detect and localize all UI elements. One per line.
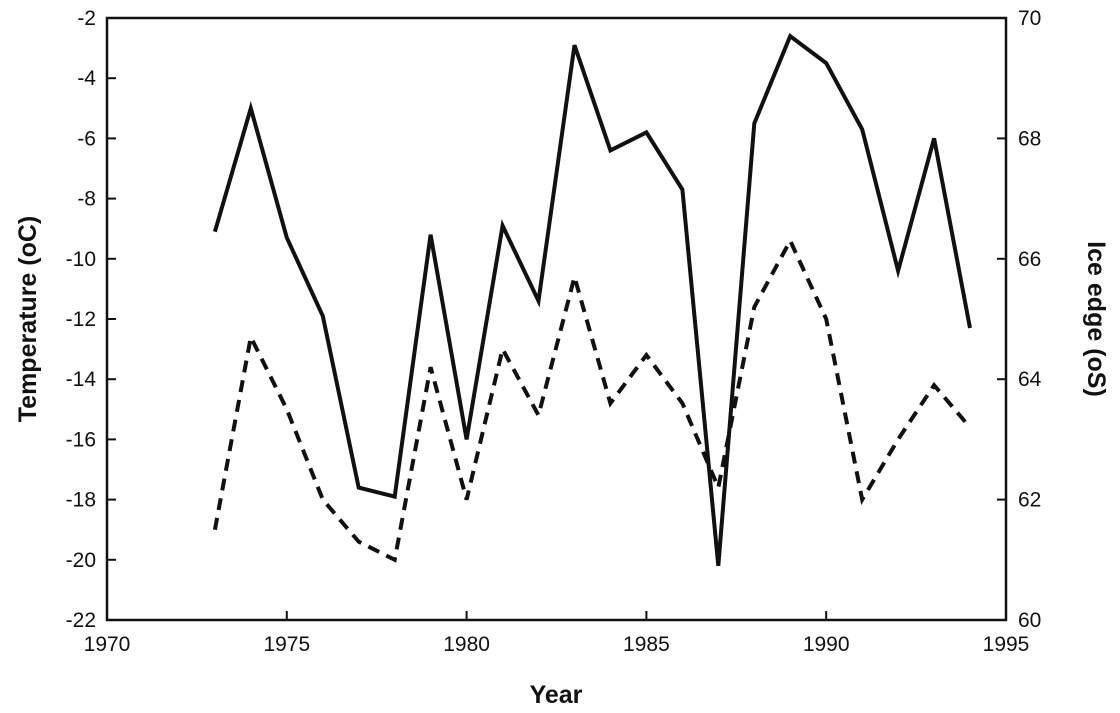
y-tick-label: -20 (66, 549, 96, 572)
x-tick-label: 1970 (84, 633, 131, 656)
y2-tick-label: 66 (1018, 248, 1041, 271)
y-tick-label: -8 (77, 188, 96, 211)
y2-tick-label: 70 (1018, 7, 1041, 30)
plot-frame (105, 16, 1008, 622)
y2-axis-title: Ice edge (oS) (1082, 241, 1110, 397)
y-tick-label: -6 (77, 127, 96, 150)
y-tick-label: -22 (66, 609, 96, 632)
y-tick-label: -12 (66, 308, 96, 331)
y-tick-label: -2 (77, 7, 96, 30)
y2-ticks: 60 62 64 66 68 70 (997, 7, 1042, 632)
x-tick-label: 1975 (263, 633, 310, 656)
y-tick-label: -14 (66, 368, 97, 391)
y-ticks: -22 -20 -18 -16 -14 -12 -10 -8 -6 -4 -2 (66, 7, 116, 632)
y2-tick-label: 64 (1018, 368, 1042, 391)
x-tick-label: 1990 (803, 633, 850, 656)
y-tick-label: -16 (66, 428, 96, 451)
y-tick-label: -18 (66, 489, 96, 512)
x-tick-label: 1995 (983, 633, 1030, 656)
y-axis-title: Temperature (oC) (14, 216, 42, 423)
y2-tick-label: 60 (1018, 609, 1041, 632)
series-layer (212, 32, 972, 566)
x-tick-label: 1980 (443, 633, 490, 656)
y2-tick-label: 68 (1018, 127, 1041, 150)
y-tick-label: -4 (77, 67, 96, 90)
y2-tick-label: 62 (1018, 489, 1041, 512)
x-ticks: 1970 1975 1980 1985 1990 1995 (84, 611, 1030, 656)
ice-edge-series-line (212, 236, 972, 563)
y-tick-label: -10 (66, 248, 96, 271)
x-tick-label: 1985 (623, 633, 670, 656)
x-axis-title: Year (530, 681, 583, 709)
temperature-series-line (212, 32, 972, 566)
